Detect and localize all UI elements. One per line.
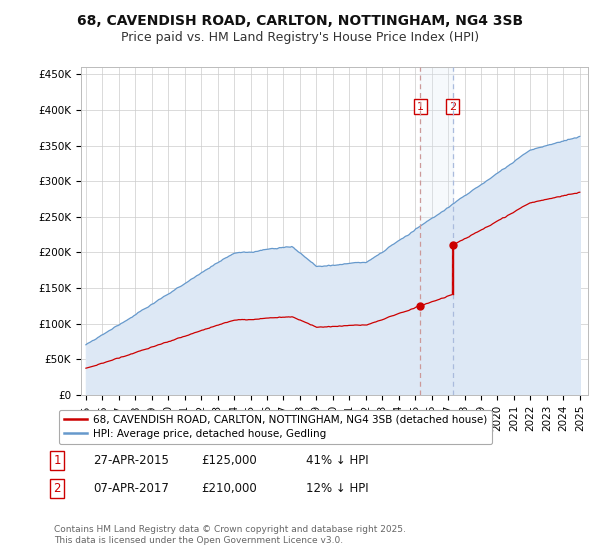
Text: 1: 1 — [417, 101, 424, 111]
Legend: 68, CAVENDISH ROAD, CARLTON, NOTTINGHAM, NG4 3SB (detached house), HPI: Average : 68, CAVENDISH ROAD, CARLTON, NOTTINGHAM,… — [59, 409, 492, 444]
Text: Price paid vs. HM Land Registry's House Price Index (HPI): Price paid vs. HM Land Registry's House … — [121, 31, 479, 44]
Text: 2: 2 — [449, 101, 456, 111]
Text: 41% ↓ HPI: 41% ↓ HPI — [306, 454, 368, 467]
Text: 2: 2 — [53, 482, 61, 495]
Text: 1: 1 — [53, 454, 61, 467]
Text: 07-APR-2017: 07-APR-2017 — [93, 482, 169, 495]
Bar — [421, 67, 452, 395]
Text: £210,000: £210,000 — [201, 482, 257, 495]
Text: 68, CAVENDISH ROAD, CARLTON, NOTTINGHAM, NG4 3SB: 68, CAVENDISH ROAD, CARLTON, NOTTINGHAM,… — [77, 14, 523, 28]
Text: Contains HM Land Registry data © Crown copyright and database right 2025.
This d: Contains HM Land Registry data © Crown c… — [54, 525, 406, 545]
Text: 27-APR-2015: 27-APR-2015 — [93, 454, 169, 467]
Text: 12% ↓ HPI: 12% ↓ HPI — [306, 482, 368, 495]
Text: £125,000: £125,000 — [201, 454, 257, 467]
